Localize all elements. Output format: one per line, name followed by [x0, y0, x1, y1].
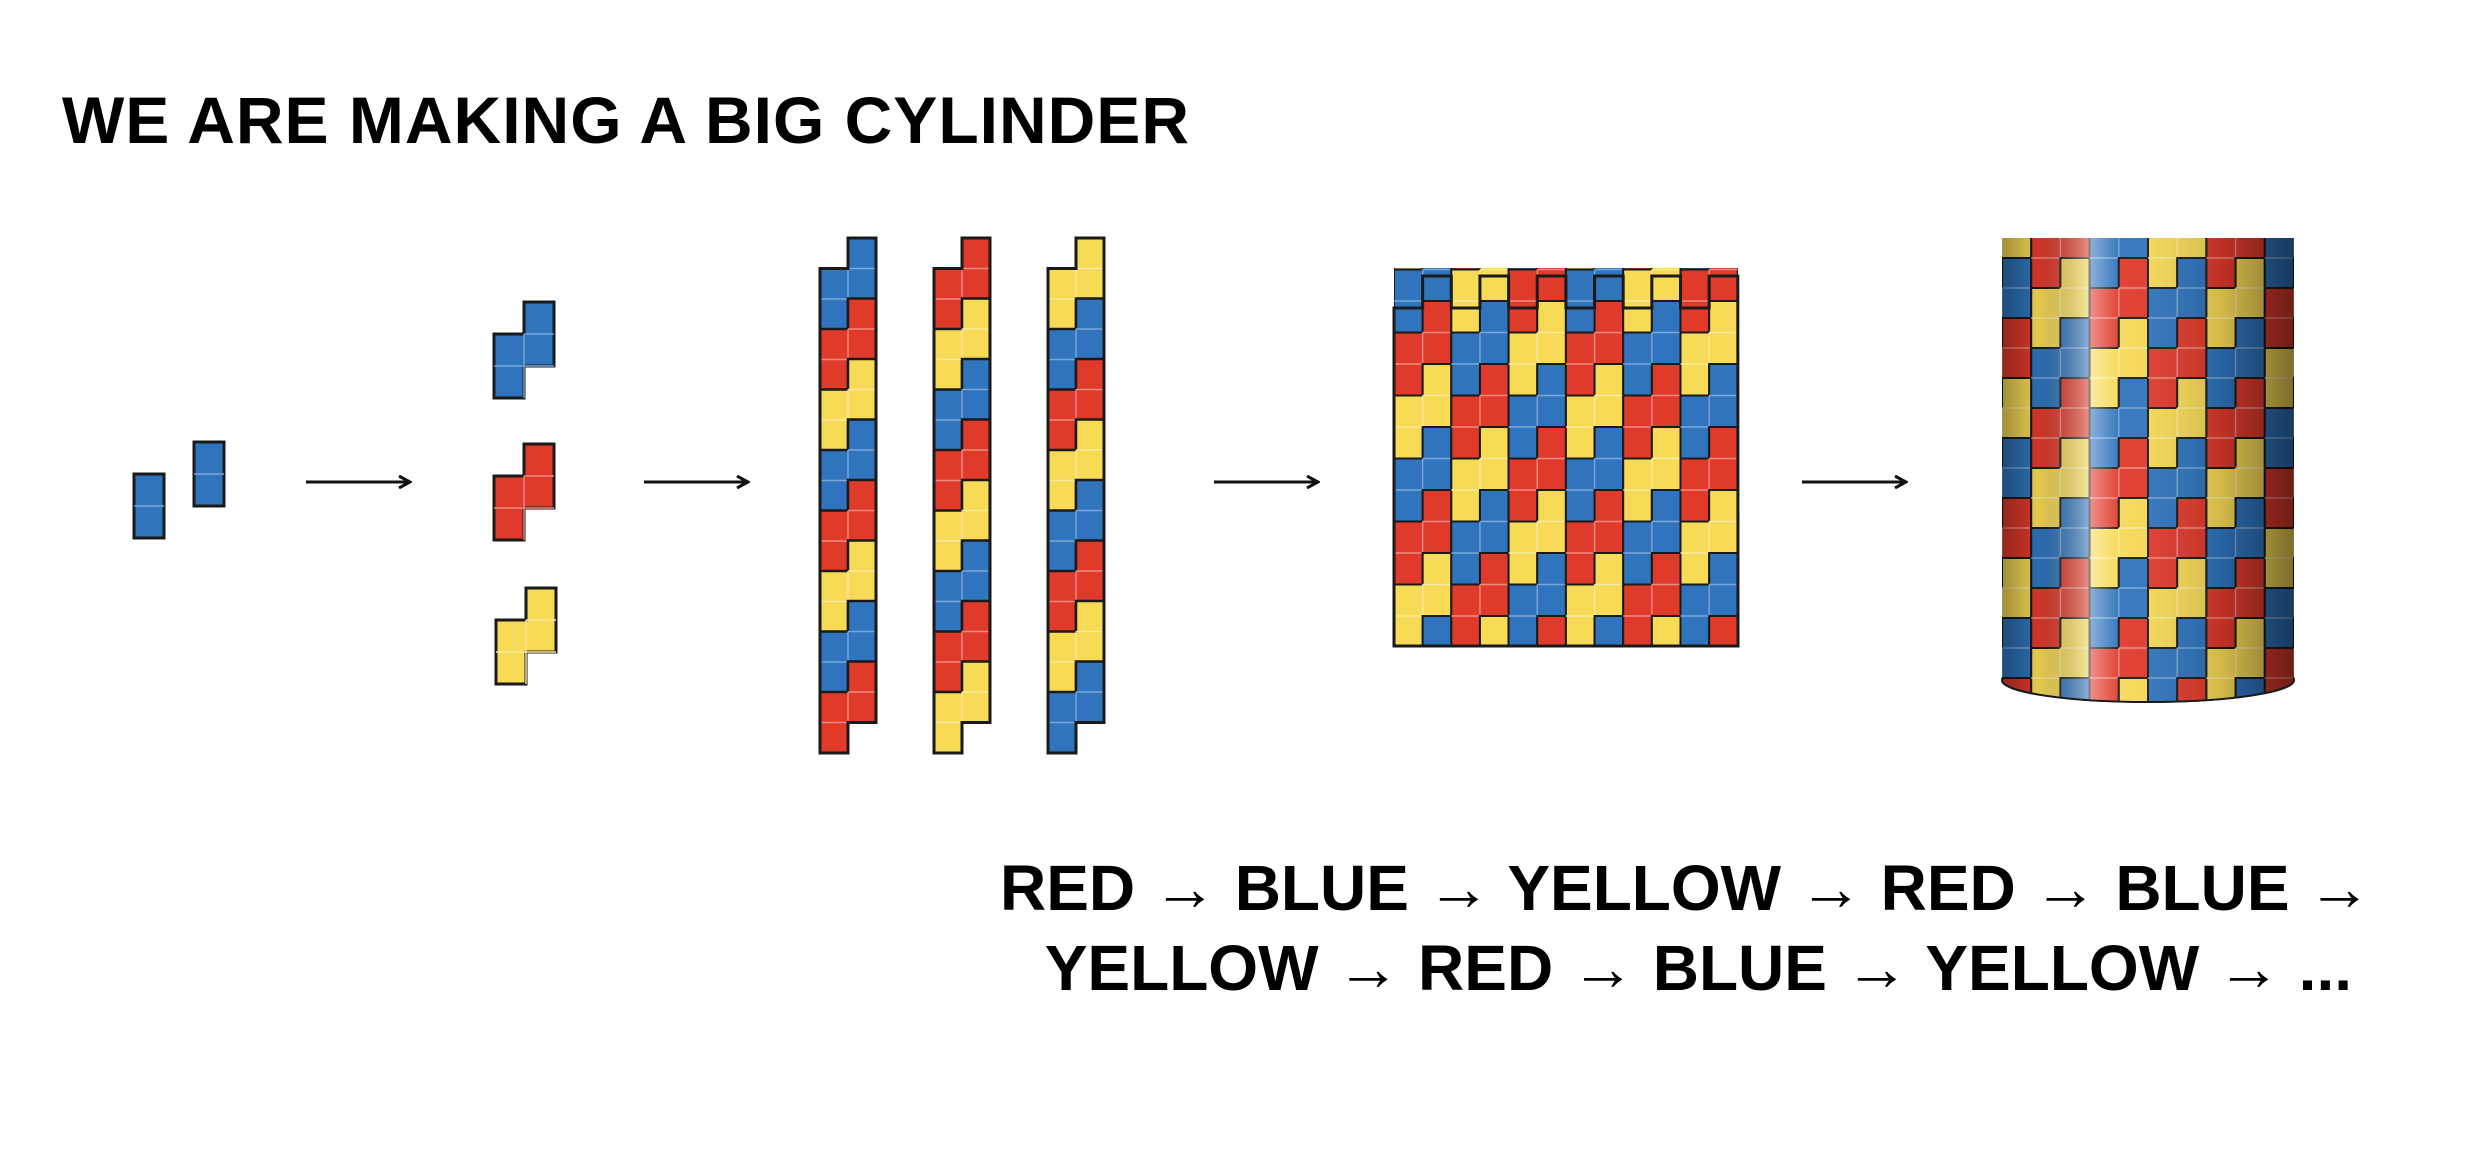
red-tile: [1450, 268, 1481, 271]
blue-tile: [2440, 558, 2492, 648]
blue-tile: [2382, 678, 2440, 768]
red-tile: [2382, 378, 2440, 468]
yellow-tile: [1564, 268, 1596, 271]
blue-tile: [2440, 198, 2492, 288]
step-dominoes: [132, 440, 226, 540]
blue-domino: [132, 472, 166, 540]
blue-tile: [1679, 268, 1711, 271]
red-tile: [2440, 438, 2492, 528]
yellow-tile: [2440, 678, 2492, 768]
red-tile: [2382, 198, 2440, 288]
blue-tile: [1421, 615, 1453, 646]
yellow-tile: [1478, 615, 1510, 646]
sheet-outline: [1392, 274, 1740, 648]
yellow-tile: [2440, 318, 2492, 408]
red-tile: [2440, 618, 2492, 708]
yellow-tile: [2382, 258, 2440, 348]
red-tile: [2323, 498, 2381, 588]
yellow-tile: [1394, 268, 1424, 271]
yellow-tile: [2323, 558, 2381, 648]
yellow-tile: [2382, 438, 2440, 528]
red-tile: [1708, 615, 1738, 646]
yellow-tile: [1650, 615, 1682, 646]
step-cylinder: [2001, 198, 2492, 768]
red-tile: [2323, 318, 2381, 408]
blue-tile: [1593, 615, 1625, 646]
sequence-line-1: RED → BLUE → YELLOW → RED → BLUE →: [1000, 852, 2372, 924]
step-flat-sheet: [1392, 268, 1740, 648]
blue-tile: [2382, 498, 2440, 588]
red-tile: [2323, 678, 2381, 768]
blue-tile: [2323, 618, 2381, 708]
red-tile: [1622, 268, 1653, 271]
red-tile: [2382, 558, 2440, 648]
red-tile: [1536, 615, 1567, 646]
tile-column: [818, 236, 878, 755]
yellow-tile: [2440, 498, 2492, 588]
page-title: WE ARE MAKING A BIG CYLINDER: [62, 83, 1190, 157]
blue-tile: [2323, 438, 2381, 528]
step-colored-tiles: [492, 300, 558, 686]
yellow-tile: [2323, 378, 2381, 468]
yellow-tile: [2323, 198, 2381, 288]
yellow-tile: [494, 586, 558, 686]
blue-domino: [192, 440, 226, 508]
yellow-tile: [2382, 618, 2440, 708]
blue-tile: [1507, 268, 1539, 271]
red-tile: [2440, 258, 2492, 348]
color-sequence: RED → BLUE → YELLOW → RED → BLUE → YELLO…: [1000, 848, 2372, 1008]
blue-tile: [492, 300, 556, 400]
tile-column: [1046, 236, 1106, 755]
red-tile: [492, 442, 556, 542]
blue-tile: [2323, 258, 2381, 348]
blue-tile: [2382, 318, 2440, 408]
tile-column: [932, 236, 992, 755]
blue-tile: [2440, 378, 2492, 468]
step-columns: [818, 236, 1106, 755]
sequence-line-2: YELLOW → RED → BLUE → YELLOW → ...: [1044, 932, 2352, 1004]
